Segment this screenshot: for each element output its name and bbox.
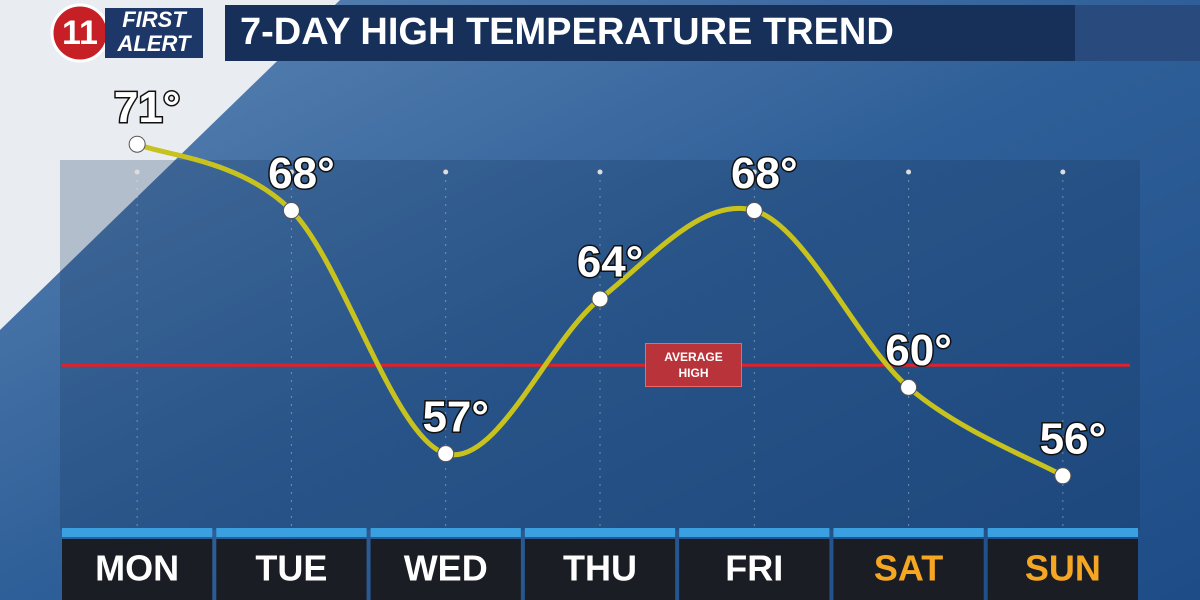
column-dot [751,169,757,175]
plot-area [60,160,1140,530]
average-high-label: AVERAGE HIGH [645,343,742,388]
value-label: 57° [422,392,489,441]
column-strip [987,528,1138,537]
column-strip [679,528,830,537]
point [900,378,918,396]
value-label: 68° [268,149,335,198]
column-dot [597,169,603,175]
column-dot [134,169,140,175]
title-bar-accent [1075,5,1200,61]
day-label: WED [404,548,488,589]
day-box [216,539,367,600]
logo-number: 11 [62,14,98,52]
logo-box [105,8,203,58]
column-strip [216,528,367,537]
day-label: SAT [874,548,943,589]
day-label: TUE [255,548,327,589]
day-label: FRI [725,548,783,589]
logo-text: FIRST [122,7,187,32]
column-dot [288,169,294,175]
value-label: 71° [114,83,181,132]
column-strip [833,528,984,537]
column-dot [906,169,912,175]
value-label: 56° [1040,414,1107,463]
point [591,290,609,308]
day-box [987,539,1138,600]
day-box [370,539,521,600]
column-strip [524,528,676,537]
logo-text: ALERT [117,31,192,56]
day-label: MON [95,548,179,589]
point [437,445,455,463]
day-label: THU [563,548,637,589]
column-dot [1060,169,1066,175]
day-box [833,539,984,600]
title-bar [225,5,1200,61]
value-label: 64° [577,238,644,287]
column-strip [62,528,213,537]
point [282,202,300,220]
chart-title: 7-DAY HIGH TEMPERATURE TREND [240,11,894,53]
value-label: 68° [731,149,798,198]
column-strip [370,528,521,537]
column-dot [443,169,449,175]
day-box [62,539,213,600]
background-highlight [0,0,340,330]
point [1054,467,1072,485]
day-label: SUN [1025,548,1101,589]
value-label: 60° [885,326,952,375]
point [128,135,146,153]
day-box [524,539,676,600]
trend-line [136,141,1065,478]
point [745,202,763,220]
day-box [679,539,830,600]
